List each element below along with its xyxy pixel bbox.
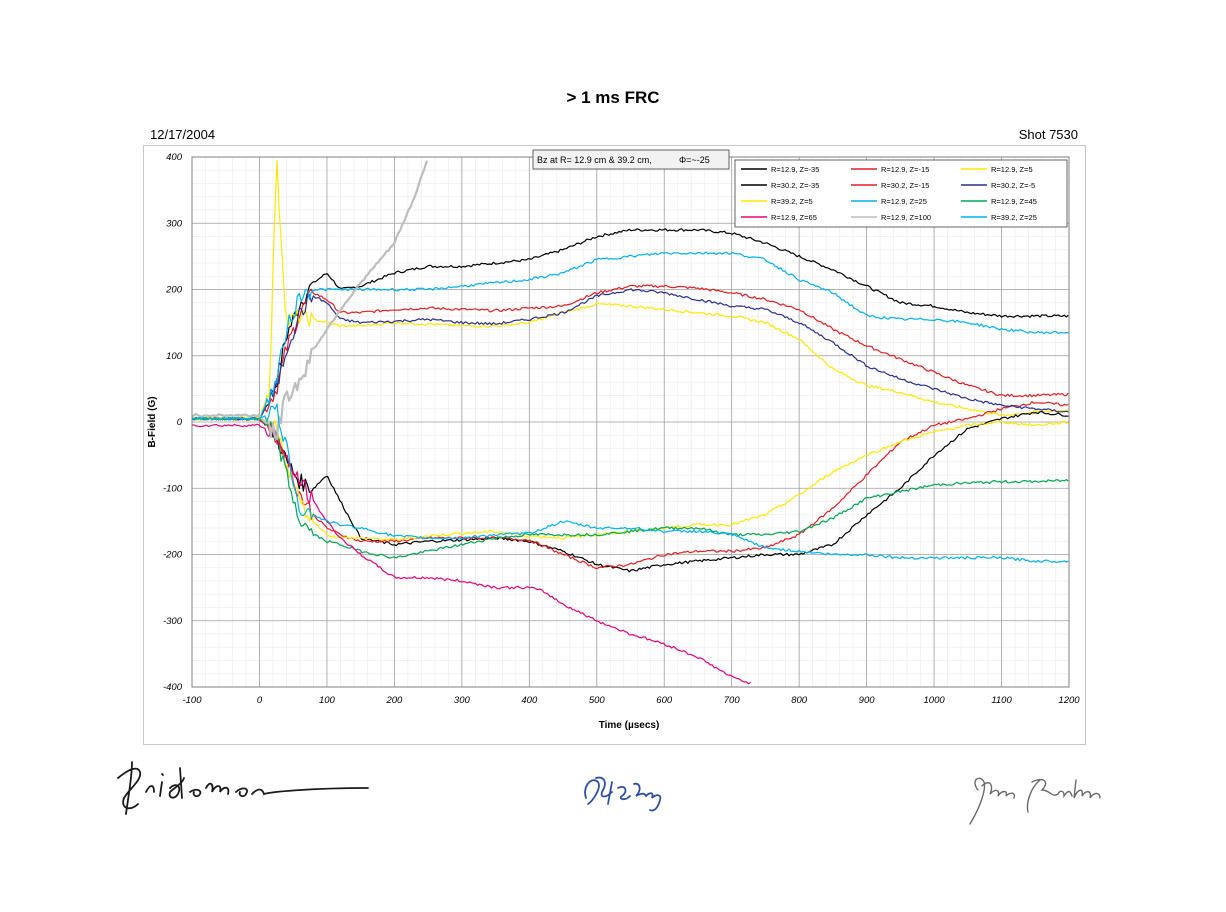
series-line	[192, 288, 1069, 421]
y-tick-label: -200	[163, 550, 183, 561]
signature-1	[117, 761, 369, 815]
legend-label: R=12.9, Z=-15	[881, 165, 929, 174]
shot-label: Shot 7530	[1018, 127, 1078, 142]
y-tick-labels: 400 300 200 100 0 -100 -200 -300 -400	[163, 152, 183, 693]
y-tick-label: 200	[165, 285, 183, 296]
series-line	[192, 251, 1069, 421]
legend-label: R=12.9, Z=100	[881, 213, 931, 222]
x-tick-label: 500	[589, 695, 606, 706]
legend-label: R=12.9, Z=25	[881, 197, 927, 206]
x-tick-label: 1200	[1058, 695, 1080, 706]
x-tick-label: 300	[454, 695, 471, 706]
series-line	[192, 284, 1069, 421]
y-axis-label: B-Field (G)	[147, 396, 158, 447]
page-title: > 1 ms FRC	[566, 88, 660, 107]
y-tick-label: -400	[163, 682, 183, 693]
annotation-text: Bz at R= 12.9 cm & 39.2 cm,	[537, 155, 652, 165]
legend-label: R=30.2, Z=-5	[991, 181, 1035, 190]
chart-frame	[143, 145, 1086, 745]
legend-label: R=12.9, Z=5	[991, 165, 1033, 174]
y-tick-label: 100	[166, 351, 183, 362]
x-tick-label: 1000	[924, 695, 946, 706]
series-line	[192, 410, 1069, 573]
legend-label: R=39.2, Z=25	[991, 213, 1037, 222]
legend-label: R=12.9, Z=45	[991, 197, 1037, 206]
legend-label: R=30.2, Z=-35	[771, 181, 819, 190]
x-tick-label: 700	[724, 695, 741, 706]
x-tick-label: 900	[859, 695, 876, 706]
legend: R=12.9, Z=-35 R=12.9, Z=-15 R=12.9, Z=5 R=3…	[734, 159, 1068, 228]
signature-3	[969, 777, 1101, 825]
x-tick-labels: -100 0 100 200 300 400 500 600 700 800 900 1000 1100…	[182, 695, 1080, 706]
date-label: 12/17/2004	[150, 127, 216, 142]
x-tick-label: 600	[656, 695, 673, 706]
annotation-box: Bz at R= 12.9 cm & 39.2 cm, Φ=~-25	[532, 149, 730, 170]
series-line	[192, 416, 1069, 559]
legend-label: R=39.2, Z=5	[771, 197, 813, 206]
y-tick-label: -100	[163, 483, 183, 494]
legend-label: R=30.2, Z=-15	[881, 181, 929, 190]
x-tick-label: 400	[521, 695, 538, 706]
x-tick-label: 200	[385, 695, 403, 706]
y-tick-label: 300	[166, 218, 183, 229]
series-line	[192, 423, 751, 685]
series-line	[192, 228, 1069, 421]
annotation-phi: Φ=~-25	[679, 155, 710, 165]
x-tick-label: 0	[257, 695, 263, 706]
series-layer	[192, 160, 1069, 685]
series-line	[192, 403, 1069, 563]
x-tick-label: 1100	[991, 695, 1012, 706]
x-tick-label: 800	[791, 695, 808, 706]
series-line	[192, 401, 1069, 570]
series-line	[192, 160, 1069, 421]
x-axis-label: Time (µsecs)	[599, 720, 660, 731]
x-tick-label: 100	[319, 695, 336, 706]
legend-label: R=12.9, Z=65	[771, 213, 817, 222]
series-line	[192, 160, 428, 440]
signature-2	[584, 776, 662, 812]
y-tick-label: 0	[177, 417, 183, 428]
y-tick-label: 400	[166, 152, 183, 163]
legend-label: R=12.9, Z=-35	[771, 165, 819, 174]
y-tick-label: -300	[163, 616, 183, 627]
x-tick-label: -100	[182, 695, 202, 706]
